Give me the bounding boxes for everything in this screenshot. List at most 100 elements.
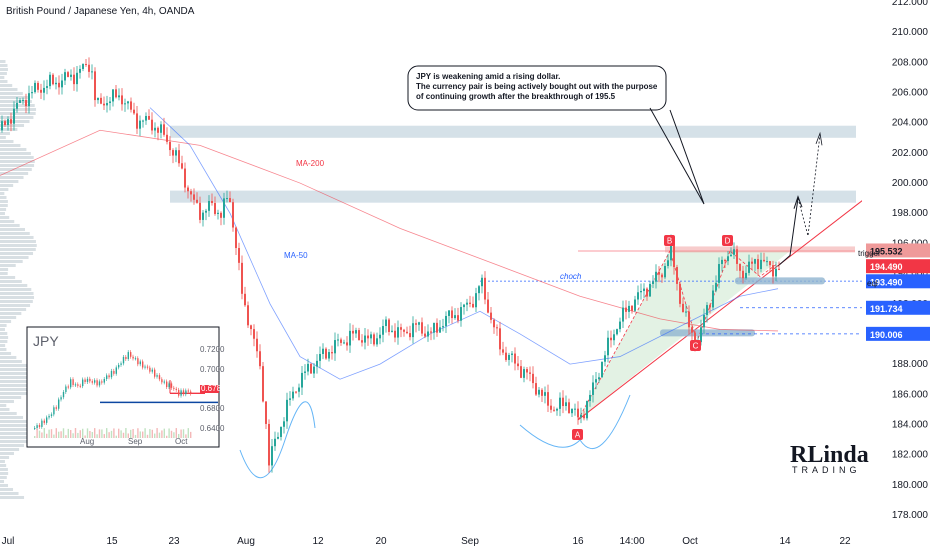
triangle-pattern [239,131,886,479]
volume-bar [0,420,29,423]
candle-body [370,334,372,339]
inset-candle [72,379,74,385]
inset-volume-bar [48,429,50,438]
candle-body [580,414,582,418]
volume-bar [0,428,34,431]
volume-bar [0,368,32,371]
candle-body [589,394,591,401]
candle-body [190,191,192,195]
volume-bar [0,132,10,135]
inset-candle [161,379,163,383]
inset-candle [113,370,115,374]
inset-candle [74,384,77,386]
inset-candle [156,375,158,377]
candle-body [130,101,132,110]
candle-body [517,363,519,367]
jpy-inset-chart[interactable]: JPY 0.7200 0.7000 0.6800 0.6400 0.6782 A… [26,326,226,448]
candle-body [349,330,351,346]
inset-volume-bar [163,428,165,438]
candle-body [460,307,462,321]
candle-body [232,202,234,228]
candle-body [103,103,105,106]
volume-bar [0,308,27,311]
inset-volume-bar [108,432,110,438]
volume-bar [0,144,21,147]
point-d-marker: D [722,235,733,246]
volume-bar [0,456,10,459]
inset-volume-bar [137,428,139,438]
projection-dotted [797,134,821,236]
candle-body [178,150,180,164]
candle-body [226,198,228,200]
inset-candle [89,378,91,382]
candle-body [283,421,285,427]
candle-body [436,322,438,333]
volume-bar [0,264,16,267]
price-tags: 195.532 194.490 193.490 191.734 190.006 [866,243,930,341]
volume-bar [0,116,34,119]
candle-body [82,64,84,69]
candle-body [409,333,411,338]
inset-volume-bar [77,432,79,438]
candle-body [142,120,144,122]
x-tick-4: 12 [312,536,324,547]
candle-body [661,274,663,278]
candle-body [433,322,435,333]
inset-volume-bar [58,431,60,438]
y-tick-12: 202.000 [892,148,929,159]
point-a-label: A [575,431,581,440]
inset-volume-bar [96,434,98,438]
volume-bar [0,352,12,355]
candle-body [91,71,93,73]
inset-candle [173,387,175,389]
inset-volume-bar [55,428,57,438]
volume-bar [0,496,25,499]
inset-volume-bar [134,434,137,438]
inset-volume-bar [36,428,38,438]
candle-body [253,329,255,339]
volume-bar [0,328,5,331]
point-c-label: C [693,342,699,351]
candle-body [262,366,264,402]
inset-volume-bar [84,435,86,438]
candle-body [742,270,744,279]
x-tick-2: 23 [168,536,180,547]
volume-bar [0,432,34,435]
candle-body [637,292,639,300]
candle-body [325,348,327,359]
volume-bar [0,276,16,279]
candle-body [565,402,567,407]
inset-candle [127,352,129,360]
inset-candle [151,369,153,372]
inset-volume-bar [139,431,141,438]
candle-body [280,426,282,437]
candle-body [76,72,78,85]
inset-volume-bar [110,430,113,438]
candle-body [583,414,585,419]
candle-body [406,331,408,334]
candle-body [472,303,474,308]
candle-body [511,353,513,355]
inset-candle [170,383,173,388]
candle-body [508,354,510,360]
volume-bar [0,60,6,63]
inset-candle [36,425,38,429]
y-tick-13: 204.000 [892,118,929,129]
volume-bar [0,388,33,391]
candle-body [685,311,687,313]
candle-body [559,397,561,409]
candle-body [295,391,297,393]
candle-body [40,89,42,93]
zone-1 [170,125,856,138]
candle-body [592,382,594,395]
candle-body [691,327,693,333]
candle-body [598,377,600,380]
volume-bar [0,448,20,451]
zone-2 [170,190,856,203]
candle-body [538,389,540,395]
candle-body [601,361,603,378]
candle-body [13,108,15,124]
inset-candle [154,369,156,377]
